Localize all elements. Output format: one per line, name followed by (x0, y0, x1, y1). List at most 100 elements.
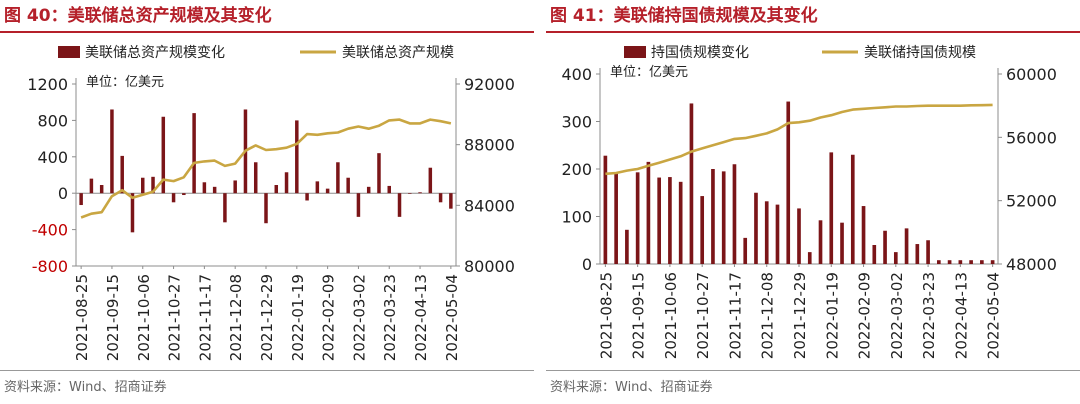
bar (807, 252, 812, 264)
bar (223, 193, 227, 223)
right-tick-label: 52000 (1006, 192, 1057, 211)
x-tick-label: 2022-05-04 (443, 274, 461, 361)
bar (99, 185, 104, 194)
left-tick-label: 0 (58, 184, 68, 203)
bar (990, 260, 995, 264)
left-tick-label: 0 (582, 255, 592, 274)
x-tick-label: 2021-08-25 (73, 274, 91, 361)
bar (305, 193, 309, 201)
x-tick-label: 2022-02-09 (320, 274, 338, 361)
source-note: 资料来源：Wind、招商证券 (550, 380, 713, 395)
left-tick-label: 1200 (27, 75, 68, 94)
right-tick-label: 88000 (464, 136, 515, 155)
figure-label: 图 40： (4, 6, 68, 26)
bar (850, 154, 855, 264)
bar (786, 101, 791, 264)
bar (264, 193, 268, 224)
bar (315, 181, 320, 194)
bar (212, 186, 217, 194)
bar (151, 176, 155, 194)
bar (171, 193, 176, 203)
right-tick-label: 84000 (464, 196, 515, 215)
x-tick-label: 2022-03-23 (381, 274, 399, 361)
bar (161, 116, 166, 194)
bar (387, 185, 391, 194)
legend-bar-swatch (58, 46, 80, 58)
bar (721, 171, 726, 264)
title-rule (0, 31, 534, 33)
bar (110, 109, 114, 194)
legend-line-label: 美联储总资产规模 (342, 45, 454, 61)
right-tick-label: 56000 (1006, 128, 1057, 147)
x-tick-label: 2021-12-29 (791, 272, 809, 359)
bar (397, 193, 402, 217)
bar (192, 113, 196, 194)
source-note: 资料来源：Wind、招商证券 (4, 380, 167, 395)
legend-bar-label: 美联储总资产规模变化 (85, 45, 225, 61)
legend-bar-label: 持国债规模变化 (651, 45, 749, 61)
legend-line-label: 美联储持国债规模 (864, 45, 976, 61)
x-tick-label: 2021-09-15 (104, 274, 122, 361)
figure-label: 图 41： (550, 6, 614, 26)
x-tick-label: 2021-11-17 (726, 272, 744, 359)
bar (969, 260, 973, 264)
bar (438, 193, 443, 203)
x-tick-label: 2021-12-08 (227, 274, 245, 361)
x-tick-label: 2021-10-06 (662, 272, 680, 359)
bar (775, 204, 780, 264)
bar (202, 182, 207, 194)
right-tick-label: 60000 (1006, 65, 1057, 84)
x-tick-label: 2021-10-06 (135, 274, 153, 361)
bar (818, 220, 823, 264)
x-tick-label: 2021-09-15 (630, 272, 648, 359)
x-tick-label: 2021-08-25 (597, 272, 615, 359)
bar (668, 177, 672, 264)
right-tick-label: 48000 (1006, 255, 1057, 274)
bar (625, 229, 629, 264)
bar (614, 172, 618, 264)
bar (861, 206, 866, 264)
bar (840, 222, 844, 264)
bar (366, 186, 371, 194)
x-tick-label: 2022-05-04 (985, 272, 1003, 359)
x-tick-label: 2022-03-02 (888, 272, 906, 359)
bar (893, 252, 898, 264)
bar (141, 177, 145, 194)
bar (829, 152, 834, 264)
figure-title-text: 美联储总资产规模及其变化 (67, 6, 272, 26)
bottom-rule (546, 370, 1080, 371)
bar (408, 193, 412, 194)
figure-title: 图 40：美联储总资产规模及其变化 (4, 3, 272, 29)
left-tick-label: 300 (561, 113, 592, 132)
bar (233, 180, 237, 194)
left-tick-label: -800 (32, 257, 68, 276)
left-tick-label: 400 (561, 65, 592, 84)
bar (428, 167, 433, 194)
figure-40-panel: 图 40：美联储总资产规模及其变化 美联储总资产规模变化 美联储总资产规模 单位：亿… (0, 0, 534, 404)
x-tick-label: 2022-01-19 (823, 272, 841, 359)
bar (904, 228, 909, 264)
bar (295, 120, 299, 194)
bar (743, 237, 748, 264)
x-tick-label: 2021-10-27 (166, 274, 184, 361)
bar (253, 162, 258, 194)
title-rule (546, 31, 1080, 33)
x-tick-label: 2022-02-09 (856, 272, 874, 359)
bar (678, 181, 683, 264)
bar (700, 196, 705, 264)
bar (336, 162, 340, 194)
bar (711, 169, 715, 264)
left-tick-label: 100 (561, 208, 592, 227)
bar (449, 193, 453, 209)
left-tick-label: 800 (37, 111, 68, 130)
bar (377, 153, 381, 194)
x-tick-label: 2021-12-08 (759, 272, 777, 359)
bottom-rule (0, 370, 534, 371)
left-tick-label: -400 (32, 221, 68, 240)
series-line (80, 118, 452, 219)
x-tick-label: 2021-12-29 (258, 274, 276, 361)
bar (418, 192, 422, 194)
right-tick-label: 80000 (464, 257, 515, 276)
bar (346, 177, 350, 194)
